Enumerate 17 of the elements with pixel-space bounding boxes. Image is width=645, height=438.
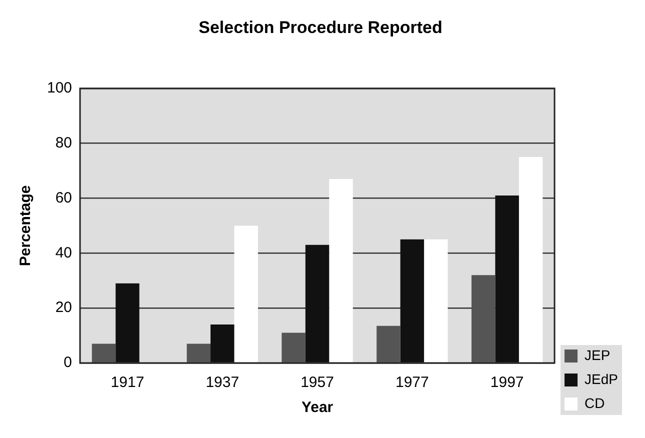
y-tick-label: 80 (55, 134, 72, 152)
x-axis-title: Year (301, 399, 334, 416)
x-tick-label: 1917 (110, 374, 144, 392)
y-tick-label: 0 (64, 354, 72, 372)
x-tick-label: 1957 (300, 374, 334, 392)
legend-label: JEdP (584, 370, 618, 387)
legend-label: CD (584, 394, 605, 411)
legend-label: JEP (584, 346, 610, 363)
chart-title: Selection Procedure Reported (198, 18, 442, 37)
y-tick-label: 40 (55, 244, 72, 262)
y-tick-label: 20 (55, 299, 72, 316)
x-tick-label: 1937 (206, 374, 240, 392)
x-tick-label: 1997 (490, 374, 524, 392)
y-tick-label: 100 (46, 80, 72, 97)
y-axis-title: Percentage (17, 185, 34, 266)
x-tick-label: 1977 (395, 374, 429, 392)
y-tick-label: 60 (55, 189, 72, 206)
